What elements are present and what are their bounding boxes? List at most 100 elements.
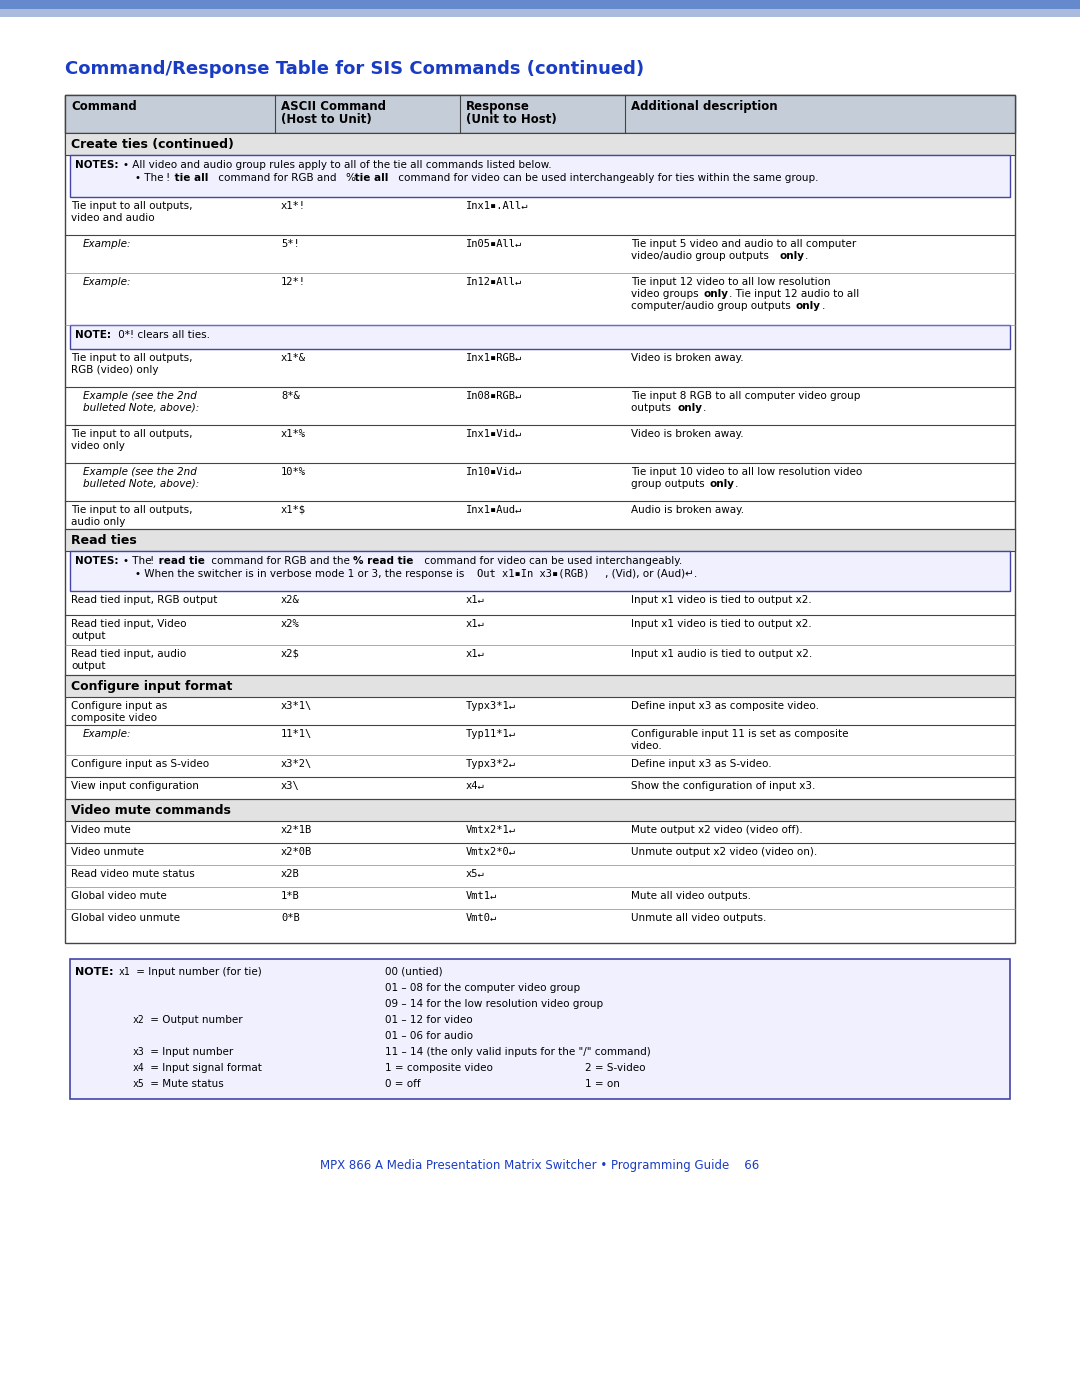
Text: Command/Response Table for SIS Commands (continued): Command/Response Table for SIS Commands … xyxy=(65,60,644,78)
Text: read tie: read tie xyxy=(156,556,205,566)
Text: Input x1 audio is tied to output x2.: Input x1 audio is tied to output x2. xyxy=(631,650,812,659)
Text: bulleted Note, above):: bulleted Note, above): xyxy=(83,479,199,489)
Text: = Mute status: = Mute status xyxy=(147,1078,224,1090)
Text: x1↵: x1↵ xyxy=(465,650,485,659)
Text: Tie input to all outputs,: Tie input to all outputs, xyxy=(71,353,192,363)
Text: Video mute commands: Video mute commands xyxy=(71,805,231,817)
Text: Configure input as S-video: Configure input as S-video xyxy=(71,759,210,768)
Text: NOTE:: NOTE: xyxy=(75,330,111,339)
Text: Typx3*2↵: Typx3*2↵ xyxy=(465,759,516,768)
Text: In12▪All↵: In12▪All↵ xyxy=(465,277,523,286)
Text: 8*&: 8*& xyxy=(281,391,300,401)
Text: only: only xyxy=(708,479,734,489)
Text: = Input signal format: = Input signal format xyxy=(147,1063,261,1073)
Text: ASCII Command: ASCII Command xyxy=(281,101,386,113)
Bar xyxy=(65,133,1015,155)
Text: . Tie input 12 audio to all: . Tie input 12 audio to all xyxy=(729,289,860,299)
Text: Read tied input, Video: Read tied input, Video xyxy=(71,619,187,629)
Text: Unmute all video outputs.: Unmute all video outputs. xyxy=(631,914,767,923)
Text: video and audio: video and audio xyxy=(71,212,154,224)
Text: In10▪Vid↵: In10▪Vid↵ xyxy=(465,467,523,476)
Bar xyxy=(70,550,1010,591)
Text: Read video mute status: Read video mute status xyxy=(71,869,194,879)
Text: .: . xyxy=(822,300,825,312)
Text: = Input number: = Input number xyxy=(147,1046,233,1058)
Text: command for RGB and the: command for RGB and the xyxy=(208,556,353,566)
Text: Define input x3 as S-video.: Define input x3 as S-video. xyxy=(631,759,771,768)
Text: 1 = composite video: 1 = composite video xyxy=(384,1063,492,1073)
Text: Example:: Example: xyxy=(83,239,132,249)
Text: Configure input format: Configure input format xyxy=(71,680,232,693)
Text: 12*!: 12*! xyxy=(281,277,306,286)
Text: % read tie: % read tie xyxy=(353,556,414,566)
Text: output: output xyxy=(71,661,106,671)
Text: .: . xyxy=(735,479,739,489)
Text: Define input x3 as composite video.: Define input x3 as composite video. xyxy=(631,701,819,711)
Text: x1↵: x1↵ xyxy=(465,595,485,605)
Text: Tie input 12 video to all low resolution: Tie input 12 video to all low resolution xyxy=(631,277,831,286)
Text: Inx1▪.All↵: Inx1▪.All↵ xyxy=(465,201,528,211)
Text: .: . xyxy=(703,402,706,414)
Text: Command: Command xyxy=(71,101,137,113)
Text: = Output number: = Output number xyxy=(147,1016,243,1025)
Text: 1 = on: 1 = on xyxy=(585,1078,620,1090)
Text: = Input number (for tie): = Input number (for tie) xyxy=(133,967,261,977)
Text: Typx3*1↵: Typx3*1↵ xyxy=(465,701,516,711)
Text: x2B: x2B xyxy=(281,869,300,879)
Text: Video is broken away.: Video is broken away. xyxy=(631,353,744,363)
Text: x2: x2 xyxy=(133,1016,145,1025)
Text: output: output xyxy=(71,631,106,641)
Text: • All video and audio group rules apply to all of the tie all commands listed be: • All video and audio group rules apply … xyxy=(123,161,552,170)
Text: only: only xyxy=(779,251,804,261)
Text: x1↵: x1↵ xyxy=(465,619,485,629)
Text: Typ11*1↵: Typ11*1↵ xyxy=(465,729,516,739)
Text: Out x1▪In x3▪(RGB): Out x1▪In x3▪(RGB) xyxy=(477,569,590,578)
Text: Mute all video outputs.: Mute all video outputs. xyxy=(631,891,751,901)
Text: 11 – 14 (the only valid inputs for the "/" command): 11 – 14 (the only valid inputs for the "… xyxy=(384,1046,651,1058)
Text: x5: x5 xyxy=(133,1078,145,1090)
Text: Global video mute: Global video mute xyxy=(71,891,166,901)
Text: Example:: Example: xyxy=(83,277,132,286)
Text: x1*!: x1*! xyxy=(281,201,306,211)
Text: command for RGB and: command for RGB and xyxy=(215,173,340,183)
Text: x2&: x2& xyxy=(281,595,300,605)
Text: (Unit to Host): (Unit to Host) xyxy=(465,113,557,126)
Text: video.: video. xyxy=(631,740,663,752)
Bar xyxy=(70,326,1010,349)
Text: 01 – 12 for video: 01 – 12 for video xyxy=(384,1016,473,1025)
Text: Vmtx2*0↵: Vmtx2*0↵ xyxy=(465,847,516,856)
Text: Tie input 10 video to all low resolution video: Tie input 10 video to all low resolution… xyxy=(631,467,862,476)
Bar xyxy=(65,95,1015,133)
Text: only: only xyxy=(677,402,702,414)
Text: • When the switcher is in verbose mode 1 or 3, the response is: • When the switcher is in verbose mode 1… xyxy=(135,569,468,578)
Text: Video unmute: Video unmute xyxy=(71,847,144,856)
Text: Inx1▪RGB↵: Inx1▪RGB↵ xyxy=(465,353,523,363)
Text: • The: • The xyxy=(135,173,166,183)
Text: Vmt0↵: Vmt0↵ xyxy=(465,914,497,923)
Text: %: % xyxy=(345,173,355,183)
Text: 10*%: 10*% xyxy=(281,467,306,476)
Text: (Host to Unit): (Host to Unit) xyxy=(281,113,372,126)
Text: Configurable input 11 is set as composite: Configurable input 11 is set as composit… xyxy=(631,729,849,739)
Text: x5↵: x5↵ xyxy=(465,869,485,879)
Text: Read tied input, audio: Read tied input, audio xyxy=(71,650,186,659)
Bar xyxy=(65,675,1015,697)
Text: Read ties: Read ties xyxy=(71,534,137,548)
Bar xyxy=(70,958,1010,1099)
Text: Audio is broken away.: Audio is broken away. xyxy=(631,504,744,515)
Text: View input configuration: View input configuration xyxy=(71,781,199,791)
Text: only: only xyxy=(796,300,821,312)
Text: video groups: video groups xyxy=(631,289,702,299)
Text: Configure input as: Configure input as xyxy=(71,701,167,711)
Text: Example (see the 2nd: Example (see the 2nd xyxy=(83,467,197,476)
Text: x2%: x2% xyxy=(281,619,300,629)
Text: x1*%: x1*% xyxy=(281,429,306,439)
Text: Show the configuration of input x3.: Show the configuration of input x3. xyxy=(631,781,815,791)
Text: Response: Response xyxy=(465,101,530,113)
Text: video/audio group outputs: video/audio group outputs xyxy=(631,251,772,261)
Text: 1*B: 1*B xyxy=(281,891,300,901)
Bar xyxy=(65,529,1015,550)
Text: 0*B: 0*B xyxy=(281,914,300,923)
Text: video only: video only xyxy=(71,441,125,451)
Text: x3: x3 xyxy=(133,1046,145,1058)
